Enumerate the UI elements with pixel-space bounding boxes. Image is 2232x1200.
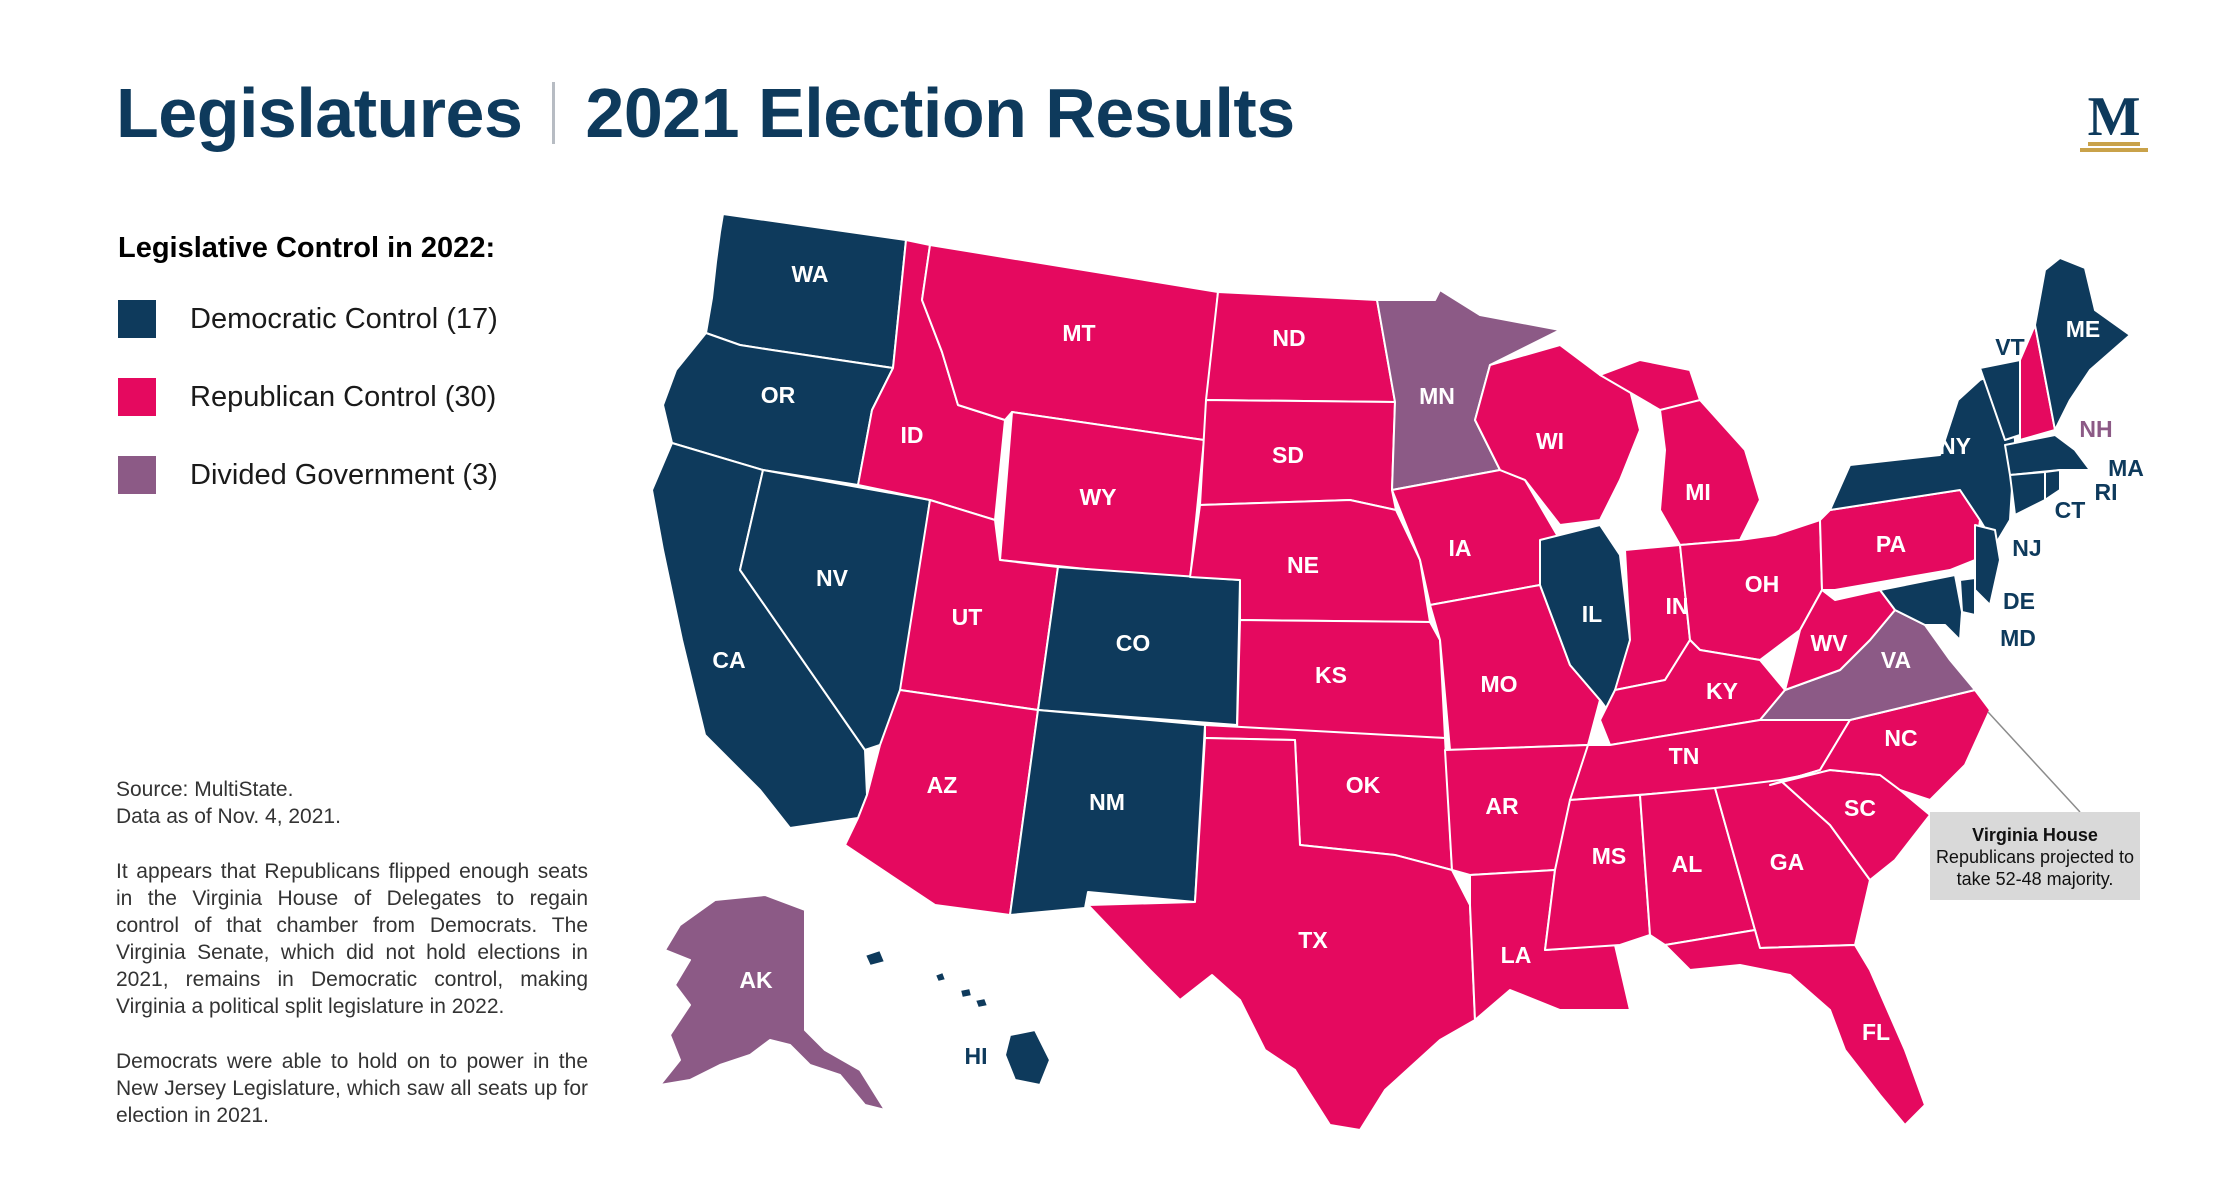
label-nj: NJ — [2012, 535, 2041, 561]
label-wa: WA — [791, 261, 828, 287]
label-fl: FL — [1862, 1019, 1890, 1045]
label-la: LA — [1501, 942, 1532, 968]
label-tx: TX — [1298, 927, 1328, 953]
label-md: MD — [2000, 625, 2036, 651]
source-line: Source: MultiState. — [116, 778, 294, 801]
label-ky: KY — [1706, 678, 1738, 704]
label-ak: AK — [739, 967, 773, 993]
label-va: VA — [1881, 647, 1911, 673]
label-ny: NY — [1939, 433, 1971, 459]
title-legislatures: Legislatures — [116, 74, 523, 152]
label-ar: AR — [1485, 793, 1519, 819]
label-nm: NM — [1089, 789, 1125, 815]
label-sc: SC — [1844, 795, 1876, 821]
title-election-results: 2021 Election Results — [585, 74, 1295, 152]
legend-label-republican: Republican Control (30) — [190, 380, 497, 413]
title-bar: Legislatures 2021 Election Results — [116, 78, 1295, 148]
legend-item-divided: Divided Government (3) — [118, 455, 498, 495]
state-hi[interactable] — [864, 949, 1051, 1086]
label-vt: VT — [1995, 334, 2024, 360]
label-az: AZ — [927, 772, 958, 798]
state-ks[interactable] — [1236, 619, 1446, 739]
label-wv: WV — [1810, 630, 1848, 656]
label-sd: SD — [1272, 442, 1304, 468]
label-ct: CT — [2055, 497, 2086, 523]
virginia-note: It appears that Republicans flipped enou… — [116, 860, 588, 1018]
callout-leader-line — [1987, 711, 2081, 813]
legend-title: Legislative Control in 2022: — [118, 232, 496, 264]
state-ri[interactable] — [2044, 469, 2061, 501]
multistate-logo: M — [2078, 86, 2150, 152]
callout-title: Virginia House — [1972, 825, 2098, 845]
legend-item-republican: Republican Control (30) — [118, 377, 498, 417]
state-ct[interactable] — [2009, 471, 2046, 516]
democratic-swatch — [118, 300, 156, 338]
label-pa: PA — [1876, 531, 1906, 557]
legend-label-democratic: Democratic Control (17) — [190, 302, 498, 335]
legend: Legislative Control in 2022: Democratic … — [118, 232, 498, 533]
label-ga: GA — [1770, 849, 1805, 875]
label-ms: MS — [1592, 843, 1627, 869]
label-me: ME — [2066, 316, 2101, 342]
label-ri: RI — [2095, 479, 2118, 505]
state-ak[interactable] — [659, 894, 886, 1111]
label-ca: CA — [712, 647, 745, 673]
label-nv: NV — [816, 565, 849, 591]
label-de: DE — [2003, 588, 2035, 614]
state-de[interactable] — [1959, 577, 1976, 616]
callout-text: Republicans projected to take 52-48 majo… — [1935, 847, 2135, 889]
label-oh: OH — [1745, 571, 1780, 597]
label-co: CO — [1116, 630, 1151, 656]
state-me[interactable] — [2034, 257, 2131, 431]
label-hi: HI — [965, 1043, 988, 1069]
label-nd: ND — [1272, 325, 1305, 351]
divided-swatch — [118, 456, 156, 494]
label-mt: MT — [1062, 320, 1095, 346]
label-in: IN — [1666, 593, 1689, 619]
logo-bar-top — [2088, 142, 2140, 146]
label-wi: WI — [1536, 428, 1564, 454]
label-ok: OK — [1346, 772, 1381, 798]
state-ma[interactable] — [2004, 434, 2091, 476]
source-notes: Source: MultiState. Data as of Nov. 4, 2… — [116, 776, 588, 1129]
label-ut: UT — [952, 604, 983, 630]
label-nh: NH — [2079, 416, 2112, 442]
state-md[interactable] — [1879, 574, 1963, 641]
label-ia: IA — [1449, 535, 1472, 561]
state-nc[interactable] — [1769, 689, 1991, 801]
label-id: ID — [901, 422, 924, 448]
label-nc: NC — [1884, 725, 1917, 751]
label-al: AL — [1672, 851, 1703, 877]
new-jersey-note: Democrats were able to hold on to power … — [116, 1050, 588, 1127]
label-ma: MA — [2108, 455, 2144, 481]
state-fl[interactable] — [1664, 929, 1926, 1126]
label-il: IL — [1582, 601, 1602, 627]
label-wy: WY — [1079, 484, 1116, 510]
label-mo: MO — [1480, 671, 1517, 697]
logo-letter: M — [2087, 86, 2141, 148]
legend-label-divided: Divided Government (3) — [190, 458, 498, 491]
label-mi: MI — [1685, 479, 1711, 505]
date-line: Data as of Nov. 4, 2021. — [116, 805, 341, 828]
virginia-callout: Virginia House Republicans projected to … — [1930, 812, 2140, 900]
logo-bar-bottom — [2080, 148, 2148, 152]
state-tx[interactable] — [1087, 737, 1476, 1131]
state-ky[interactable] — [1599, 639, 1786, 746]
legend-item-democratic: Democratic Control (17) — [118, 299, 498, 339]
label-ne: NE — [1287, 552, 1319, 578]
state-nj[interactable] — [1974, 524, 2001, 606]
label-or: OR — [761, 382, 796, 408]
republican-swatch — [118, 378, 156, 416]
title-divider — [552, 82, 556, 144]
label-tn: TN — [1669, 743, 1700, 769]
label-ks: KS — [1315, 662, 1347, 688]
state-wi[interactable] — [1474, 344, 1641, 526]
label-mn: MN — [1419, 383, 1455, 409]
